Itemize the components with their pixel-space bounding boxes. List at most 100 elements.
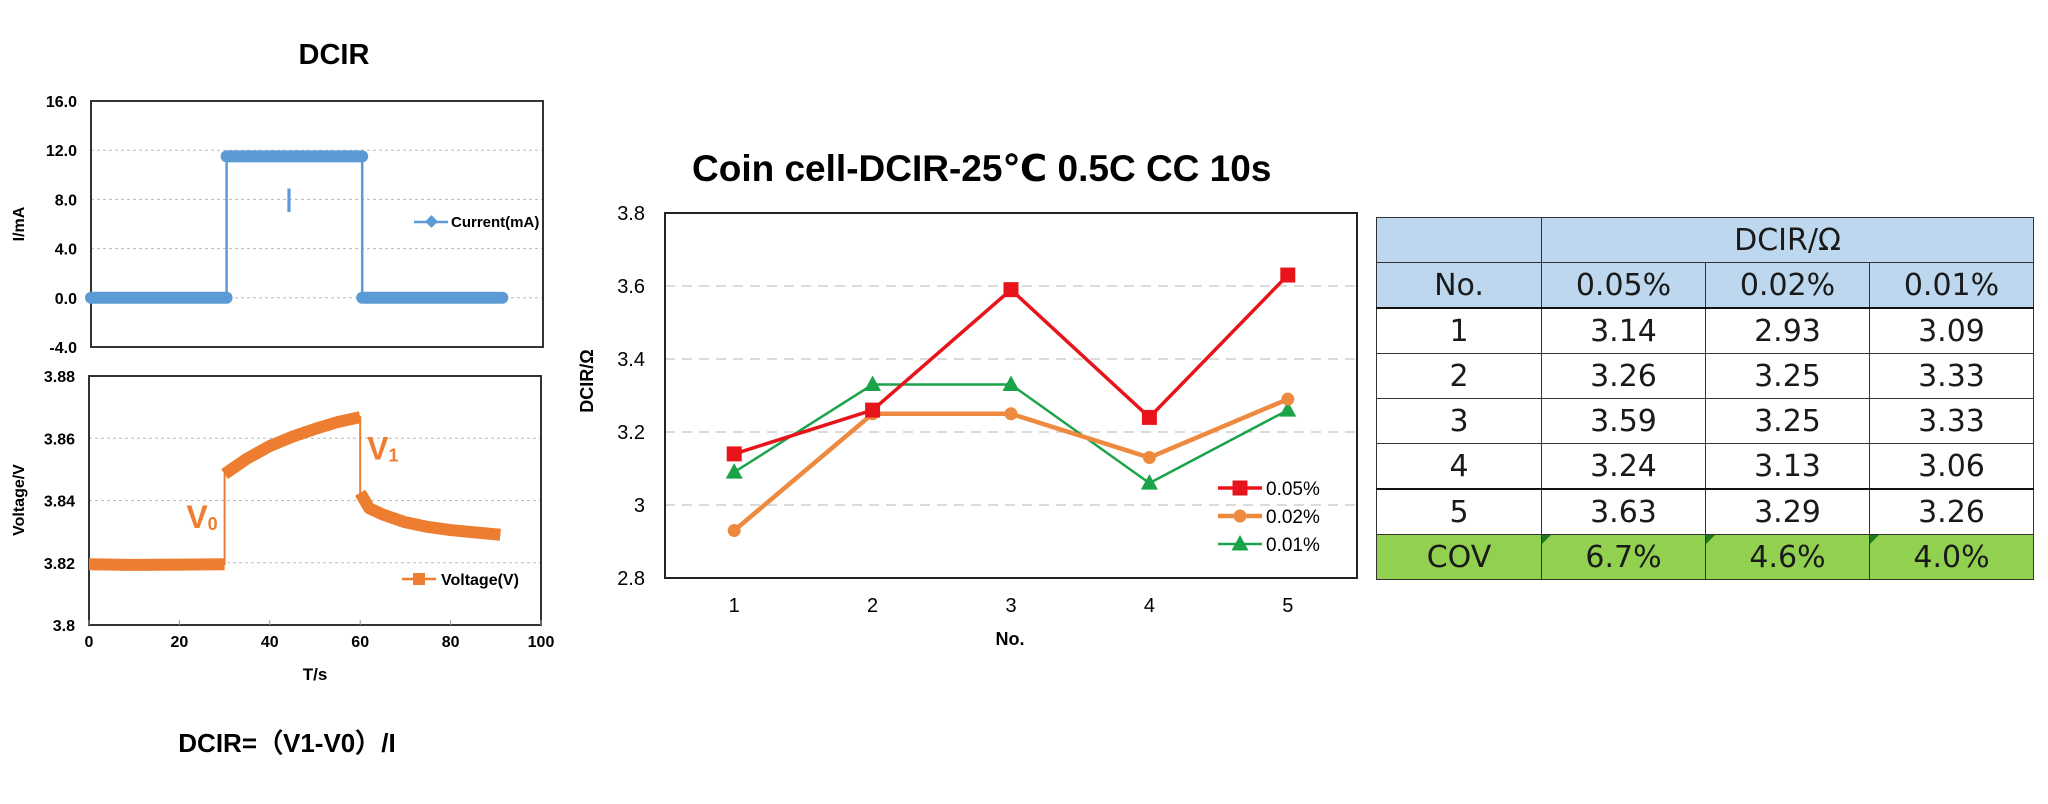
current-legend: Current(mA): [414, 214, 539, 231]
table-cell: 3: [1376, 398, 1542, 444]
table-cell: 3.26: [1541, 353, 1706, 399]
dcir-table: DCIR/Ω No. 0.05% 0.02% 0.01% 1 3.14 2.93…: [1376, 217, 2034, 580]
x-tick-label: 5: [1282, 595, 1293, 617]
dcir-plot-frame: [664, 212, 1358, 579]
y-tick-label: 4.0: [55, 242, 77, 259]
table-header-row: No. 0.05% 0.02% 0.01%: [1376, 262, 2034, 309]
y-tick-label: 16.0: [46, 94, 77, 111]
voltage-legend: Voltage(V): [402, 572, 519, 589]
table-summary-label: COV: [1376, 534, 1542, 580]
voltage-marker-band: [221, 411, 362, 479]
dcir-formula: DCIR=（V1-V0）/I: [178, 728, 395, 758]
data-point: [1279, 401, 1297, 417]
voltage-marker-band: [355, 489, 501, 541]
table-cell: 3.06: [1869, 443, 2034, 490]
data-point: [1140, 474, 1158, 490]
table-summary-cell: 6.7%: [1541, 534, 1706, 580]
table-cell: 3.63: [1541, 488, 1706, 535]
y-tick-label: 3: [634, 495, 645, 517]
y-tick-label: 3.6: [617, 276, 645, 298]
x-tick-label: 20: [171, 634, 189, 651]
legend-label: 0.02%: [1266, 507, 1320, 528]
x-tick-label: 3: [1005, 595, 1016, 617]
error-indicator-icon: [1542, 535, 1551, 544]
dcir-chart: Coin cell-DCIR-25℃ 0.5C CC 10s 3.8 3.6 3.4…: [577, 148, 1358, 649]
y-tick-label: 0.0: [55, 291, 77, 308]
dcir-y-ticks: 3.8 3.6 3.4 3.2 3 2.8: [617, 203, 645, 590]
data-point: [865, 402, 881, 418]
table-cell: 1: [1376, 307, 1542, 354]
y-tick-label: 2.8: [617, 568, 645, 590]
dcir-series: [725, 267, 1297, 538]
y-tick-label: 3.84: [44, 494, 75, 511]
table-cell: 3.25: [1705, 353, 1870, 399]
current-series: [85, 150, 509, 304]
legend-label: 0.01%: [1266, 535, 1320, 556]
current-chart-title: DCIR: [299, 39, 370, 71]
dcir-x-label: No.: [996, 629, 1025, 649]
data-point: [725, 463, 743, 479]
annotation-subscript: 0: [208, 514, 218, 534]
table-header-cell: No.: [1376, 262, 1542, 309]
table-cell: 3.09: [1869, 307, 2034, 354]
voltage-y-ticks: 3.88 3.86 3.84 3.82 3.8: [44, 369, 75, 635]
y-tick-label: 3.8: [53, 618, 75, 635]
table-cell: 3.33: [1869, 353, 2034, 399]
table-cell: 4: [1376, 443, 1542, 490]
voltage-legend-label: Voltage(V): [441, 572, 519, 589]
data-point: [1280, 267, 1296, 283]
x-tick-label: 40: [261, 634, 279, 651]
dcir-legend: 0.05% 0.02% 0.01%: [1218, 479, 1320, 556]
x-tick-label: 4: [1144, 595, 1155, 617]
table-cell: 3.33: [1869, 398, 2034, 444]
y-tick-label: 3.88: [44, 369, 75, 386]
data-point: [1141, 409, 1157, 425]
square-marker-icon: [413, 573, 425, 585]
y-tick-label: -4.0: [49, 340, 77, 357]
dcir-x-ticks: 1 2 3 4 5: [729, 595, 1294, 617]
table-row: 2 3.26 3.25 3.33: [1376, 353, 2034, 399]
table-cell: 2.93: [1705, 307, 1870, 354]
x-tick-label: 80: [442, 634, 460, 651]
y-tick-label: 12.0: [46, 143, 77, 160]
table-cell: 3.29: [1705, 488, 1870, 535]
table-cell: 3.13: [1705, 443, 1870, 490]
voltage-series: [88, 411, 501, 571]
table-header-cell: 0.02%: [1705, 262, 1870, 309]
table-cell: 3.25: [1705, 398, 1870, 444]
voltage-annotation: V1: [367, 431, 398, 467]
legend-label: 0.05%: [1266, 479, 1320, 500]
summary-value: 4.6%: [1749, 539, 1826, 575]
table-row: 5 3.63 3.29 3.26: [1376, 488, 2034, 535]
voltage-annotation: V0: [186, 499, 217, 535]
table-cell: 5: [1376, 488, 1542, 535]
data-point: [1002, 375, 1020, 392]
current-y-ticks: 16.0 12.0 8.0 4.0 0.0 -4.0: [46, 94, 77, 357]
data-point: [1004, 407, 1018, 421]
data-point: [726, 446, 742, 462]
table-cell: 3.14: [1541, 307, 1706, 354]
table-corner-cell: [1376, 217, 1542, 263]
table-group-header: DCIR/Ω: [1541, 217, 2034, 263]
x-tick-label: 0: [85, 634, 94, 651]
y-tick-label: 3.8: [617, 203, 645, 225]
error-indicator-icon: [1706, 535, 1715, 544]
current-annotation-i: I: [284, 182, 293, 220]
y-tick-label: 3.86: [44, 431, 75, 448]
table-cell: 3.26: [1869, 488, 2034, 535]
current-y-label: I/mA: [11, 206, 28, 241]
x-tick-label: 100: [528, 634, 555, 651]
x-tick-label: 1: [729, 595, 740, 617]
table-cell: 3.59: [1541, 398, 1706, 444]
data-point: [1281, 392, 1295, 406]
table-summary-row: COV 6.7% 4.6% 4.0%: [1376, 534, 2034, 580]
voltage-chart: 3.88 3.86 3.84 3.82 3.8 0 20 40 60 80 100 Voltage…: [11, 369, 554, 684]
dcir-grid: [665, 285, 1357, 506]
table-cell: 2: [1376, 353, 1542, 399]
y-tick-label: 3.4: [617, 349, 645, 371]
voltage-annotations: V0 V1: [186, 431, 398, 535]
current-legend-label: Current(mA): [451, 214, 539, 231]
dcir-y-label: DCIR/Ω: [577, 349, 597, 412]
data-point: [864, 375, 882, 392]
